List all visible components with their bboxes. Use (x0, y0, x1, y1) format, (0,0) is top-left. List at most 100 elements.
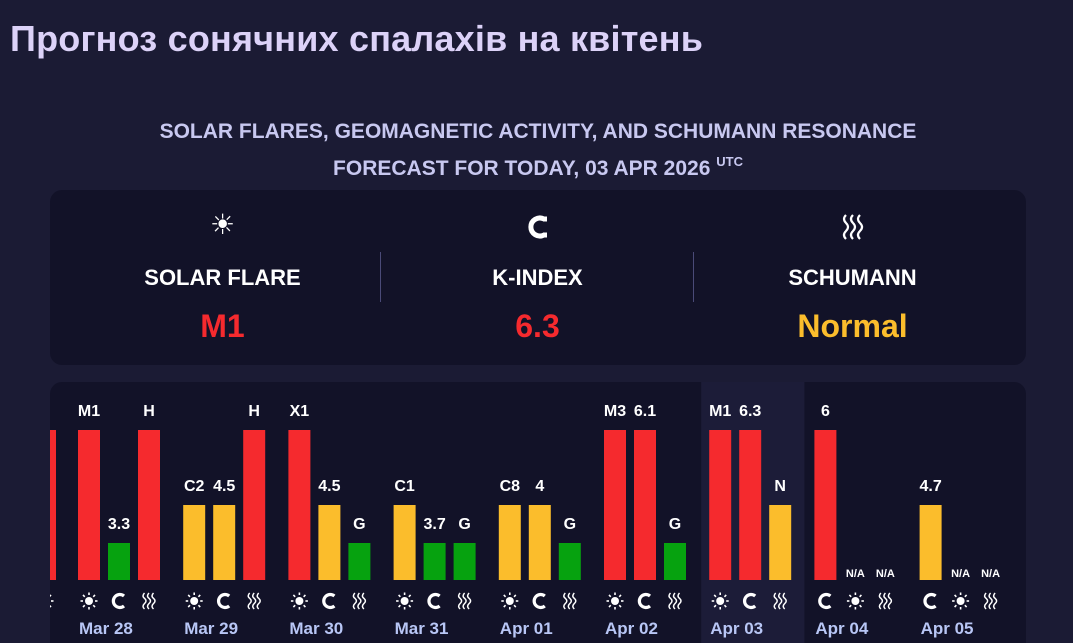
waves-icon (878, 592, 893, 610)
date-label: Apr 05 (921, 619, 974, 638)
sun-icon (80, 592, 98, 610)
bar-value-label: 4.5 (318, 478, 340, 495)
waves-icon (668, 592, 682, 610)
bar-schumann (348, 543, 371, 580)
bar-value-label: 4.5 (213, 478, 235, 495)
sun-icon (396, 592, 414, 610)
bar-value-label: M1 (709, 403, 731, 420)
bar-value-label: 3.7 (423, 516, 445, 533)
summary-schumann: SCHUMANN Normal (690, 190, 1015, 365)
bar-value-label: C8 (500, 478, 521, 495)
bar-kindex (634, 430, 656, 580)
date-label: Apr 02 (605, 619, 658, 638)
bar-na-label: N/A (981, 568, 1000, 580)
bar-kindex (814, 430, 837, 580)
bar-value-label: G (669, 516, 681, 533)
sun-icon (606, 592, 624, 610)
bar-solar (498, 505, 521, 580)
waves-icon (457, 592, 472, 610)
bar-value-label: H (248, 403, 260, 420)
waves-icon (773, 592, 787, 610)
sun-icon (501, 592, 519, 610)
bar-kindex (739, 430, 762, 580)
bar-kindex (528, 505, 551, 580)
date-label: Mar 31 (395, 619, 449, 638)
bar-value-label: 3.3 (108, 516, 130, 533)
bar-value-label: M3 (604, 403, 626, 420)
bar-value-label: G (458, 516, 470, 533)
bar-solar (50, 430, 56, 580)
subtitle-date-text: FORECAST FOR TODAY, 03 APR 2026 (333, 157, 711, 180)
chart-canvas: M1 3.3 H Mar 28 C2 4.5 H Mar 29 X1 4.5 G Mar 30 C1 3.… (50, 382, 1000, 643)
bar-value-label: H (143, 403, 155, 420)
sun-icon (952, 592, 970, 610)
date-label: Apr 03 (710, 619, 763, 638)
bar-value-label: G (353, 516, 365, 533)
sun-icon (290, 592, 308, 610)
bar-solar (78, 430, 100, 580)
schumann-label: SCHUMANN (788, 265, 917, 290)
subtitle-line-1: SOLAR FLARES, GEOMAGNETIC ACTIVITY, AND … (159, 120, 917, 143)
subtitle-line-2: FORECAST FOR TODAY, 03 APR 2026 UTC (50, 147, 1026, 184)
utc-label: UTC (716, 154, 743, 169)
sun-icon (50, 594, 54, 608)
bar-schumann (558, 543, 581, 580)
bar-solar (393, 505, 416, 580)
bar-schumann (243, 430, 266, 580)
bar-value-label: 6.1 (634, 403, 656, 420)
magnet-icon (427, 592, 441, 610)
date-label: Mar 30 (289, 619, 343, 638)
summary-divider (380, 252, 381, 302)
bar-schumann (769, 505, 792, 580)
bar-value-label: C2 (184, 478, 205, 495)
bar-value-label: 4 (535, 478, 544, 495)
solar-flare-label: SOLAR FLARE (144, 265, 301, 290)
forecast-subtitle: SOLAR FLARES, GEOMAGNETIC ACTIVITY, AND … (50, 117, 1026, 184)
k-index-value: 6.3 (515, 308, 560, 344)
bar-value-label: 6 (821, 403, 830, 420)
bar-schumann (664, 543, 686, 580)
bar-kindex (108, 543, 130, 580)
magnet-icon (742, 592, 757, 610)
bar-na-label: N/A (846, 568, 865, 580)
magnet-icon (532, 592, 546, 610)
bar-solar (709, 430, 732, 580)
k-index-label: K-INDEX (492, 265, 583, 290)
bar-value-label: 6.3 (739, 403, 761, 420)
magnet-icon (216, 592, 231, 610)
today-summary-card: ☀ SOLAR FLARE M1 K-INDEX 6.3 SCHUMANN No… (50, 190, 1026, 365)
bar-solar (183, 505, 206, 580)
page-title: Прогноз сонячних спалахів на квітень (10, 18, 704, 59)
bar-schumann (453, 543, 476, 580)
summary-divider (693, 252, 694, 302)
schumann-value: Normal (797, 308, 908, 344)
bar-value-label: G (564, 516, 576, 533)
date-label: Apr 01 (500, 619, 553, 638)
waves-icon (983, 592, 998, 610)
bar-na-label: N/A (951, 568, 970, 580)
bar-value-label: C1 (394, 478, 415, 495)
date-label: Mar 28 (79, 619, 133, 638)
date-label: Apr 04 (815, 619, 868, 638)
magnet-icon (637, 592, 652, 610)
bar-solar (288, 430, 311, 580)
bar-solar (604, 430, 626, 580)
waves-icon (352, 592, 367, 610)
sun-icon (711, 592, 729, 610)
bar-value-label: X1 (290, 403, 310, 420)
waves-icon (247, 592, 261, 610)
sun-icon (846, 592, 864, 610)
bar-kindex (213, 505, 236, 580)
sun-icon: ☀ (209, 209, 236, 240)
summary-k-index: K-INDEX 6.3 (375, 190, 700, 365)
bar-na-label: N/A (876, 568, 895, 580)
waves-icon (690, 210, 1015, 240)
sun-icon (185, 592, 203, 610)
waves-icon (142, 592, 156, 610)
bar-value-label: M1 (78, 403, 100, 420)
bar-value-label: N (774, 478, 786, 495)
waves-icon (563, 592, 577, 610)
magnet-icon (111, 592, 126, 610)
bar-kindex (423, 543, 446, 580)
magnet-icon (923, 592, 937, 610)
